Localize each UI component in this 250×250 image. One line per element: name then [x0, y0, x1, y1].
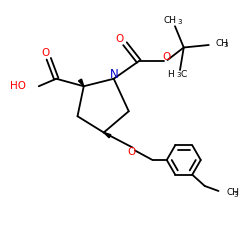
- Text: CH: CH: [164, 16, 176, 24]
- Text: C: C: [180, 70, 187, 79]
- Text: 3: 3: [178, 19, 182, 25]
- Text: O: O: [41, 48, 49, 58]
- Text: 3: 3: [176, 72, 181, 78]
- Text: 3: 3: [223, 42, 228, 48]
- Text: CH: CH: [226, 188, 239, 198]
- Text: O: O: [162, 52, 170, 62]
- Text: CH: CH: [216, 38, 228, 48]
- Text: O: O: [128, 147, 136, 157]
- Text: H: H: [167, 70, 174, 79]
- Polygon shape: [104, 132, 111, 138]
- Polygon shape: [78, 79, 84, 86]
- Text: O: O: [116, 34, 124, 44]
- Text: 3: 3: [234, 192, 238, 198]
- Text: N: N: [110, 68, 118, 81]
- Text: HO: HO: [10, 81, 26, 91]
